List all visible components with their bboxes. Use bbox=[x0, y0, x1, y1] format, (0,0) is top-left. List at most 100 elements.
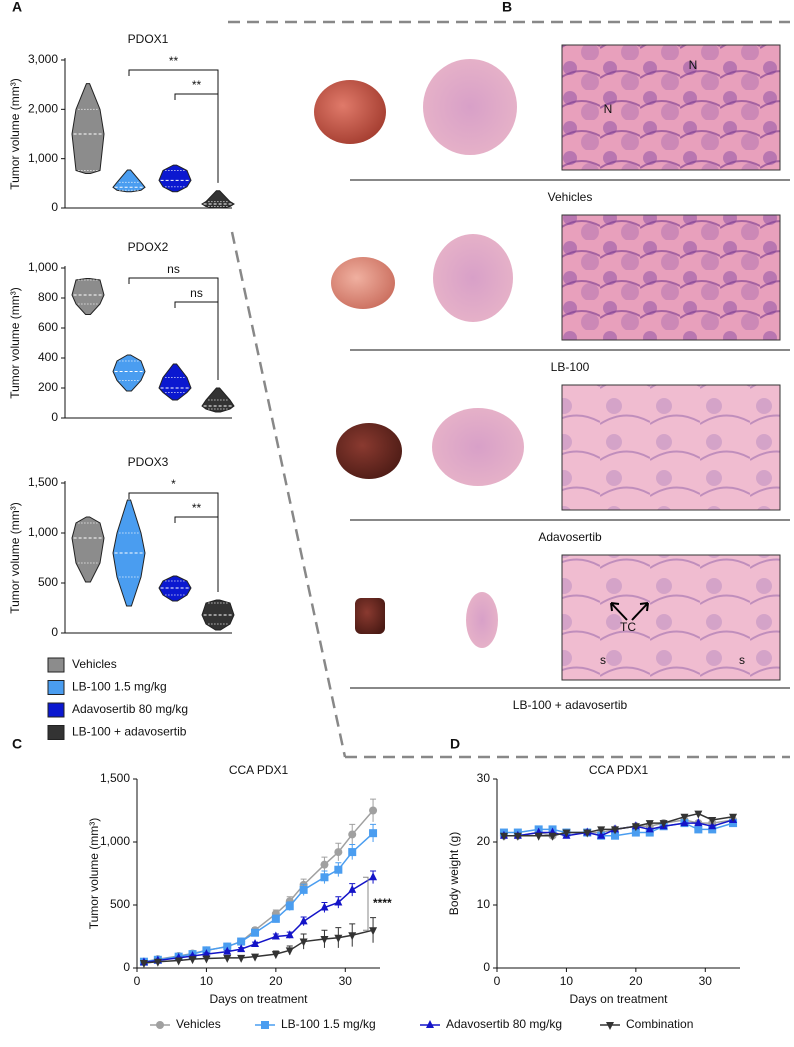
marker bbox=[499, 832, 508, 841]
marker bbox=[369, 806, 378, 815]
marker bbox=[251, 939, 260, 948]
y-tick-label: 1,500 bbox=[28, 475, 58, 489]
legend-label: LB-100 1.5 mg/kg bbox=[72, 680, 167, 694]
chart-title: CCA PDX1 bbox=[229, 763, 289, 777]
y-tick-label: 1,000 bbox=[28, 525, 58, 539]
y-tick-label: 500 bbox=[110, 897, 130, 911]
row-label: LB-100 bbox=[551, 360, 590, 374]
marker bbox=[631, 828, 640, 837]
legend-label: Vehicles bbox=[176, 1017, 221, 1031]
marker bbox=[694, 818, 703, 827]
marker bbox=[320, 873, 329, 882]
marker bbox=[261, 1021, 269, 1029]
histology-annotation: N bbox=[689, 58, 698, 72]
chart-title: PDOX2 bbox=[128, 240, 169, 254]
y-tick-label: 600 bbox=[38, 320, 58, 334]
significance-bracket bbox=[174, 301, 219, 380]
legend-label: Vehicles bbox=[72, 657, 117, 671]
y-axis-label: Tumor volume (mm³) bbox=[87, 818, 101, 930]
legend-swatch bbox=[47, 680, 65, 695]
significance-label: * bbox=[171, 477, 176, 491]
panel-label: C bbox=[12, 736, 22, 752]
marker bbox=[237, 954, 246, 963]
row-label: Adavosertib bbox=[538, 530, 602, 544]
violin bbox=[112, 499, 146, 607]
marker bbox=[334, 934, 343, 943]
row-label: Vehicles bbox=[548, 190, 593, 204]
marker bbox=[237, 944, 246, 953]
legend-label: Combination bbox=[626, 1017, 693, 1031]
marker bbox=[348, 932, 357, 941]
x-tick-label: 10 bbox=[560, 974, 574, 988]
violin bbox=[158, 575, 192, 602]
histology-annotation: s bbox=[600, 653, 606, 667]
marker bbox=[299, 916, 308, 925]
marker bbox=[611, 831, 620, 840]
marker bbox=[251, 928, 260, 937]
violin bbox=[158, 164, 192, 193]
marker bbox=[729, 813, 738, 822]
y-tick-label: 0 bbox=[51, 200, 58, 214]
panel-label: A bbox=[12, 0, 22, 15]
violin bbox=[71, 516, 105, 583]
marker bbox=[611, 826, 620, 835]
marker bbox=[659, 820, 668, 829]
marker bbox=[271, 914, 280, 923]
marker bbox=[708, 825, 717, 834]
significance-label: ** bbox=[169, 54, 179, 68]
marker bbox=[583, 829, 592, 838]
legend-label: Adavosertib 80 mg/kg bbox=[446, 1017, 562, 1031]
violin bbox=[71, 278, 105, 315]
marker bbox=[369, 927, 378, 936]
x-tick-label: 20 bbox=[629, 974, 643, 988]
marker bbox=[334, 897, 343, 906]
violin bbox=[112, 169, 146, 193]
marker bbox=[597, 830, 606, 839]
chart-title: CCA PDX1 bbox=[589, 763, 649, 777]
y-tick-label: 1,500 bbox=[100, 771, 130, 785]
marker bbox=[320, 902, 329, 911]
y-tick-label: 200 bbox=[38, 380, 58, 394]
legend-swatch bbox=[47, 702, 65, 718]
y-axis-label: Tumor volume (mm³) bbox=[8, 78, 22, 190]
violin bbox=[71, 83, 105, 174]
series-line bbox=[143, 876, 374, 964]
marker bbox=[426, 1020, 434, 1028]
significance-bracket bbox=[363, 876, 369, 931]
marker bbox=[202, 955, 211, 964]
x-tick-label: 20 bbox=[269, 974, 283, 988]
y-tick-label: 500 bbox=[38, 575, 58, 589]
marker bbox=[174, 957, 183, 966]
y-tick-label: 0 bbox=[51, 410, 58, 424]
y-tick-label: 1,000 bbox=[28, 151, 58, 165]
y-tick-label: 2,000 bbox=[28, 102, 58, 116]
marker bbox=[694, 810, 703, 819]
marker bbox=[606, 1022, 614, 1030]
chart-title: PDOX1 bbox=[128, 32, 169, 46]
legend-label: LB-100 + adavosertib bbox=[72, 725, 187, 739]
marker bbox=[513, 832, 522, 841]
marker bbox=[139, 959, 148, 968]
legend-swatch bbox=[47, 725, 65, 740]
legend-swatch bbox=[47, 657, 65, 673]
marker bbox=[348, 884, 357, 893]
tumor-images bbox=[314, 44, 781, 681]
significance-label: ** bbox=[192, 501, 202, 515]
histology-annotation: N bbox=[604, 102, 613, 116]
y-tick-label: 0 bbox=[483, 960, 490, 974]
marker bbox=[237, 937, 246, 946]
marker bbox=[348, 848, 357, 857]
marker bbox=[645, 820, 654, 829]
significance-label: ns bbox=[190, 286, 203, 300]
x-axis-label: Days on treatment bbox=[569, 992, 668, 1006]
marker bbox=[597, 826, 606, 835]
y-axis-label: Body weight (g) bbox=[447, 832, 461, 915]
row-label: LB-100 + adavosertib bbox=[513, 698, 628, 712]
marker bbox=[223, 942, 232, 951]
marker bbox=[202, 949, 211, 958]
marker bbox=[369, 872, 378, 881]
axis bbox=[136, 779, 380, 969]
y-tick-label: 20 bbox=[477, 834, 491, 848]
marker bbox=[156, 1021, 164, 1029]
